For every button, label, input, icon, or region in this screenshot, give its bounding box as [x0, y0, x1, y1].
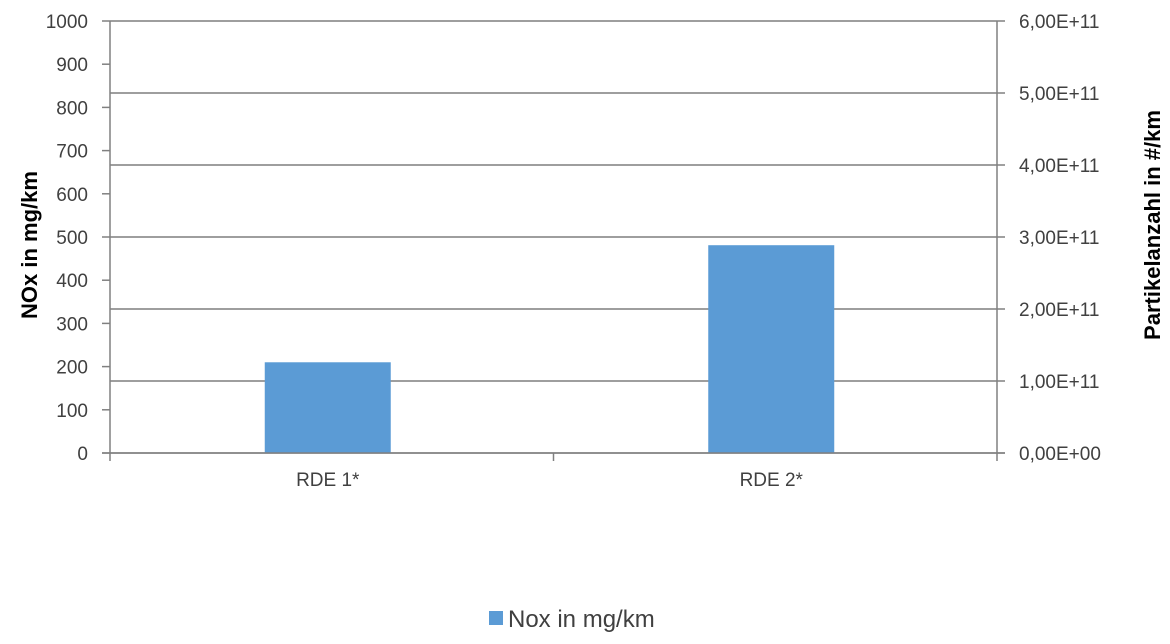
bar-2	[708, 245, 835, 453]
y2-tick-label: 4,00E+11	[1019, 156, 1099, 177]
y-tick-label: 1000	[46, 12, 88, 33]
legend-swatch	[489, 611, 503, 625]
y-tick-label: 400	[56, 271, 88, 292]
y-tick-label: 0	[77, 444, 88, 465]
legend: Nox in mg/km	[489, 606, 655, 633]
legend-label: Nox in mg/km	[508, 606, 655, 633]
y2-tick-label: 1,00E+11	[1019, 372, 1099, 393]
y2-axis-title: Partikelanzahl in #/km	[1140, 110, 1165, 340]
y-tick-label: 100	[56, 401, 88, 422]
y-tick-label: 500	[56, 228, 88, 249]
bar-1	[264, 362, 391, 453]
y-tick-label: 900	[56, 55, 88, 76]
y2-tick-label: 3,00E+11	[1019, 228, 1099, 249]
y2-tick-label: 0,00E+00	[1019, 444, 1101, 465]
y2-tick-label: 5,00E+11	[1019, 84, 1099, 105]
y-tick-label: 800	[56, 98, 88, 119]
y-tick-label: 200	[56, 358, 88, 379]
y-axis-title: NOx in mg/km	[17, 171, 42, 319]
bars	[264, 245, 835, 453]
axes	[102, 20, 1005, 461]
y2-tick-label: 6,00E+11	[1019, 12, 1099, 33]
y-tick-label: 300	[56, 314, 88, 335]
tick-labels: 0 100 200 300 400 500 600 700 800 900 1000 0,00E+00…	[46, 12, 1101, 491]
x-tick-label: RDE 1*	[296, 470, 360, 491]
gridlines	[110, 20, 997, 454]
y-tick-label: 600	[56, 185, 88, 206]
y2-tick-label: 2,00E+11	[1019, 300, 1099, 321]
y-tick-label: 700	[56, 142, 88, 163]
x-tick-label: RDE 2*	[740, 470, 804, 491]
